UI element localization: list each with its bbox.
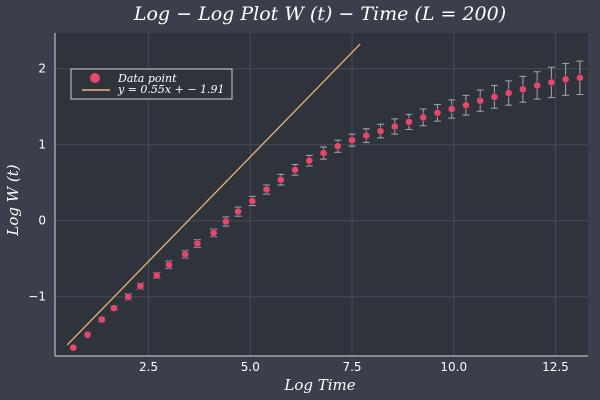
- x-tick-label: 12.5: [542, 360, 569, 374]
- data-point: [490, 92, 499, 101]
- y-tick-label: 0: [38, 214, 46, 228]
- y-tick-label: −1: [28, 290, 46, 304]
- x-axis-label: Log Time: [283, 376, 355, 394]
- data-point: [433, 108, 442, 117]
- data-point: [390, 122, 399, 131]
- data-point: [348, 136, 356, 145]
- data-point: [152, 271, 161, 280]
- y-axis-label: Log W (t): [4, 164, 22, 236]
- data-point: [136, 282, 145, 290]
- legend: Data point y = 0.55x + − 1.91: [70, 68, 233, 100]
- data-point: [575, 73, 584, 82]
- data-point: [262, 185, 271, 194]
- data-point: [181, 250, 190, 259]
- y-tick-label: 2: [38, 62, 46, 76]
- data-point: [209, 228, 218, 237]
- data-point: [476, 96, 485, 105]
- x-tick-label: 10.0: [440, 360, 467, 374]
- data-point: [447, 105, 456, 113]
- data-point: [333, 142, 342, 151]
- fit-line: [66, 43, 361, 346]
- data-point: [462, 101, 470, 110]
- data-point: [221, 217, 230, 226]
- x-tick-label: 5.0: [241, 360, 260, 374]
- data-point: [291, 165, 299, 174]
- data-point: [110, 304, 118, 313]
- data-point: [83, 330, 92, 339]
- x-tick-label: 2.5: [139, 360, 158, 374]
- data-points: [69, 73, 584, 352]
- data-point: [276, 175, 285, 184]
- x-tick-label: 7.5: [342, 360, 361, 374]
- data-point: [97, 315, 106, 324]
- y-tick-label: 1: [38, 138, 46, 152]
- data-point: [561, 75, 570, 84]
- tick-labels: 2.5 5.0 7.5 10.0 12.5 −1 0 1 2: [28, 62, 569, 374]
- fit-line-layer: [66, 43, 361, 346]
- data-point: [193, 239, 202, 248]
- data-point: [124, 292, 133, 301]
- data-point: [405, 118, 413, 126]
- legend-marker-data-point: [90, 73, 100, 83]
- data-point: [519, 85, 527, 94]
- data-point: [69, 343, 78, 352]
- axes: [54, 33, 588, 357]
- data-point: [547, 78, 556, 87]
- data-point: [504, 89, 513, 97]
- data-point: [319, 149, 328, 157]
- data-point: [376, 127, 385, 135]
- data-point: [419, 113, 428, 122]
- data-point: [305, 156, 314, 165]
- data-point: [165, 260, 173, 269]
- data-point: [533, 81, 542, 90]
- legend-label-data-point: Data point: [117, 72, 177, 85]
- chart-title: Log − Log Plot W (t) − Time (L = 200): [133, 3, 506, 25]
- data-point: [234, 207, 242, 216]
- legend-label-fit-line: y = 0.55x + − 1.91: [117, 83, 225, 96]
- data-point: [362, 131, 371, 140]
- grid: [55, 33, 588, 356]
- data-point: [248, 197, 257, 205]
